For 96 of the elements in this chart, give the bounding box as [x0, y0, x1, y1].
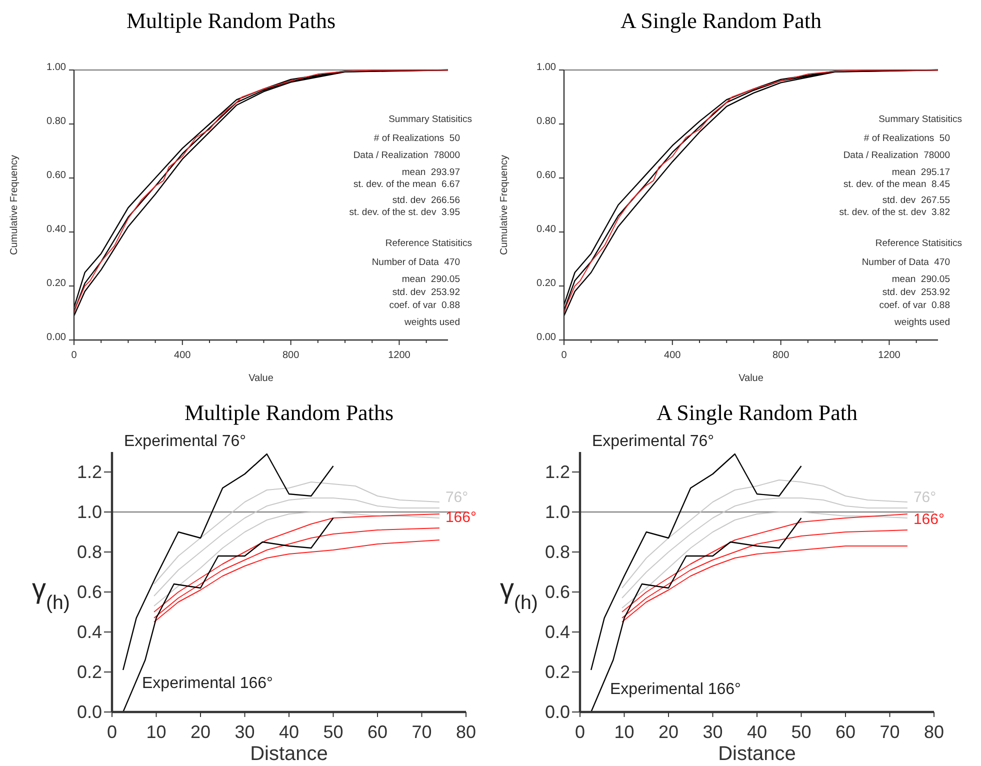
annotation: Data / Realization 78000: [843, 150, 950, 161]
series-label: 166°: [913, 511, 944, 528]
x-tick-label: 1200: [878, 350, 901, 361]
x-tick-label: 60: [367, 722, 388, 742]
annotation: Reference Statisitics: [385, 238, 472, 249]
annotation: Data / Realization 78000: [353, 150, 460, 161]
y-tick-label: 0.20: [46, 278, 66, 289]
x-tick-label: 70: [412, 722, 432, 742]
y-tick-label: 1.2: [76, 462, 102, 482]
x-tick-label: 10: [146, 722, 166, 742]
x-tick-label: 20: [658, 722, 679, 742]
annotation: Number of Data 470: [372, 257, 460, 268]
y-tick-label: 0.60: [536, 170, 556, 181]
x-tick-label: 80: [924, 722, 944, 742]
x-tick-label: 50: [323, 722, 344, 742]
y-tick-label: 0.6: [76, 582, 102, 602]
annotation: coef. of var 0.88: [389, 300, 460, 311]
y-tick-label: 0.0: [544, 702, 570, 722]
y-tick-label: 1.0: [76, 502, 102, 522]
y-tick-label: 0.40: [46, 224, 66, 235]
annotation: st. dev. of the st. dev 3.82: [839, 207, 950, 218]
annotation: mean 290.05: [402, 274, 460, 285]
y-tick-label: 0.60: [46, 170, 66, 181]
x-tick-label: 80: [456, 722, 476, 742]
x-axis-title: Distance: [250, 743, 328, 765]
x-tick-label: 30: [702, 722, 723, 742]
x-tick-label: 20: [190, 722, 211, 742]
annotation: Experimental 166°: [142, 675, 273, 692]
annotation: st. dev. of the st. dev 3.95: [349, 207, 460, 218]
y-tick-label: 0.00: [536, 332, 556, 343]
y-axis-title: γ$_{(h)}$: [500, 573, 538, 614]
annotation: mean 293.97: [402, 167, 460, 178]
x-tick-label: 0: [71, 350, 78, 361]
annotation: std. dev 266.56: [392, 195, 460, 206]
y-axis-title: Cumulative Frequency: [9, 154, 20, 256]
x-tick-label: 40: [278, 722, 300, 742]
annotation: st. dev. of the mean 6.67: [354, 179, 460, 190]
y-tick-label: 0.80: [46, 116, 66, 127]
x-tick-label: 60: [835, 722, 856, 742]
y-tick-label: 0.0: [76, 702, 102, 722]
y-tick-label: 0.00: [46, 332, 66, 343]
y-tick-label: 1.00: [536, 62, 556, 73]
series-label: 166°: [445, 509, 476, 526]
annotation: mean 290.05: [892, 274, 950, 285]
x-tick-label: 10: [614, 722, 634, 742]
y-tick-label: 1.0: [544, 502, 570, 522]
y-tick-label: 0.8: [544, 542, 570, 562]
x-tick-label: 70: [880, 722, 900, 742]
chart-title: A Single Random Path: [620, 8, 822, 33]
x-tick-label: 40: [746, 722, 768, 742]
annotation: std. dev 267.55: [882, 195, 950, 206]
x-tick-label: 400: [664, 350, 682, 361]
x-axis-title: Value: [738, 373, 764, 384]
annotation: weights used: [404, 317, 460, 328]
y-tick-label: 0.2: [544, 662, 570, 682]
annotation: coef. of var 0.88: [879, 300, 950, 311]
x-tick-label: 30: [234, 722, 255, 742]
x-tick-label: 0: [106, 722, 118, 742]
x-tick-label: 1200: [388, 350, 411, 361]
annotation: Number of Data 470: [862, 257, 950, 268]
chart-title: A Single Random Path: [656, 400, 858, 425]
text: Experimental 76°: [124, 433, 246, 450]
y-axis-title: γ$_{(h)}$: [32, 573, 70, 614]
y-tick-label: 0.80: [536, 116, 556, 127]
chart-title: Multiple Random Paths: [184, 400, 394, 425]
x-tick-label: 800: [772, 350, 790, 361]
y-tick-label: 1.2: [544, 462, 570, 482]
annotation: # of Realizations 50: [374, 133, 460, 144]
y-tick-label: 0.4: [544, 622, 570, 642]
y-tick-label: 0.2: [76, 662, 102, 682]
x-tick-label: 0: [561, 350, 568, 361]
annotation: weights used: [894, 317, 950, 328]
x-axis-title: Value: [248, 373, 274, 384]
annotation: mean 295.17: [892, 167, 950, 178]
x-tick-label: 800: [282, 350, 300, 361]
annotation: Reference Statisitics: [875, 238, 962, 249]
y-tick-label: 0.6: [544, 582, 570, 602]
annotation: st. dev. of the mean 8.45: [844, 179, 950, 190]
annotation: Summary Statisitics: [388, 114, 472, 125]
annotation: std. dev 253.92: [882, 287, 950, 298]
x-tick-label: 0: [574, 722, 586, 742]
x-tick-label: 400: [174, 350, 192, 361]
y-tick-label: 0.20: [536, 278, 556, 289]
text: Experimental 76°: [592, 433, 714, 450]
y-tick-label: 0.40: [536, 224, 556, 235]
chart-title: Multiple Random Paths: [126, 8, 336, 33]
annotation: Experimental 166°: [610, 681, 741, 698]
y-axis-title: Cumulative Frequency: [499, 154, 510, 256]
y-tick-label: 0.4: [76, 622, 102, 642]
annotation: std. dev 253.92: [392, 287, 460, 298]
y-tick-label: 1.00: [46, 62, 66, 73]
annotation: Summary Statisitics: [878, 114, 962, 125]
y-tick-label: 0.8: [76, 542, 102, 562]
x-tick-label: 50: [791, 722, 812, 742]
x-axis-title: Distance: [718, 743, 796, 765]
annotation: # of Realizations 50: [864, 133, 950, 144]
